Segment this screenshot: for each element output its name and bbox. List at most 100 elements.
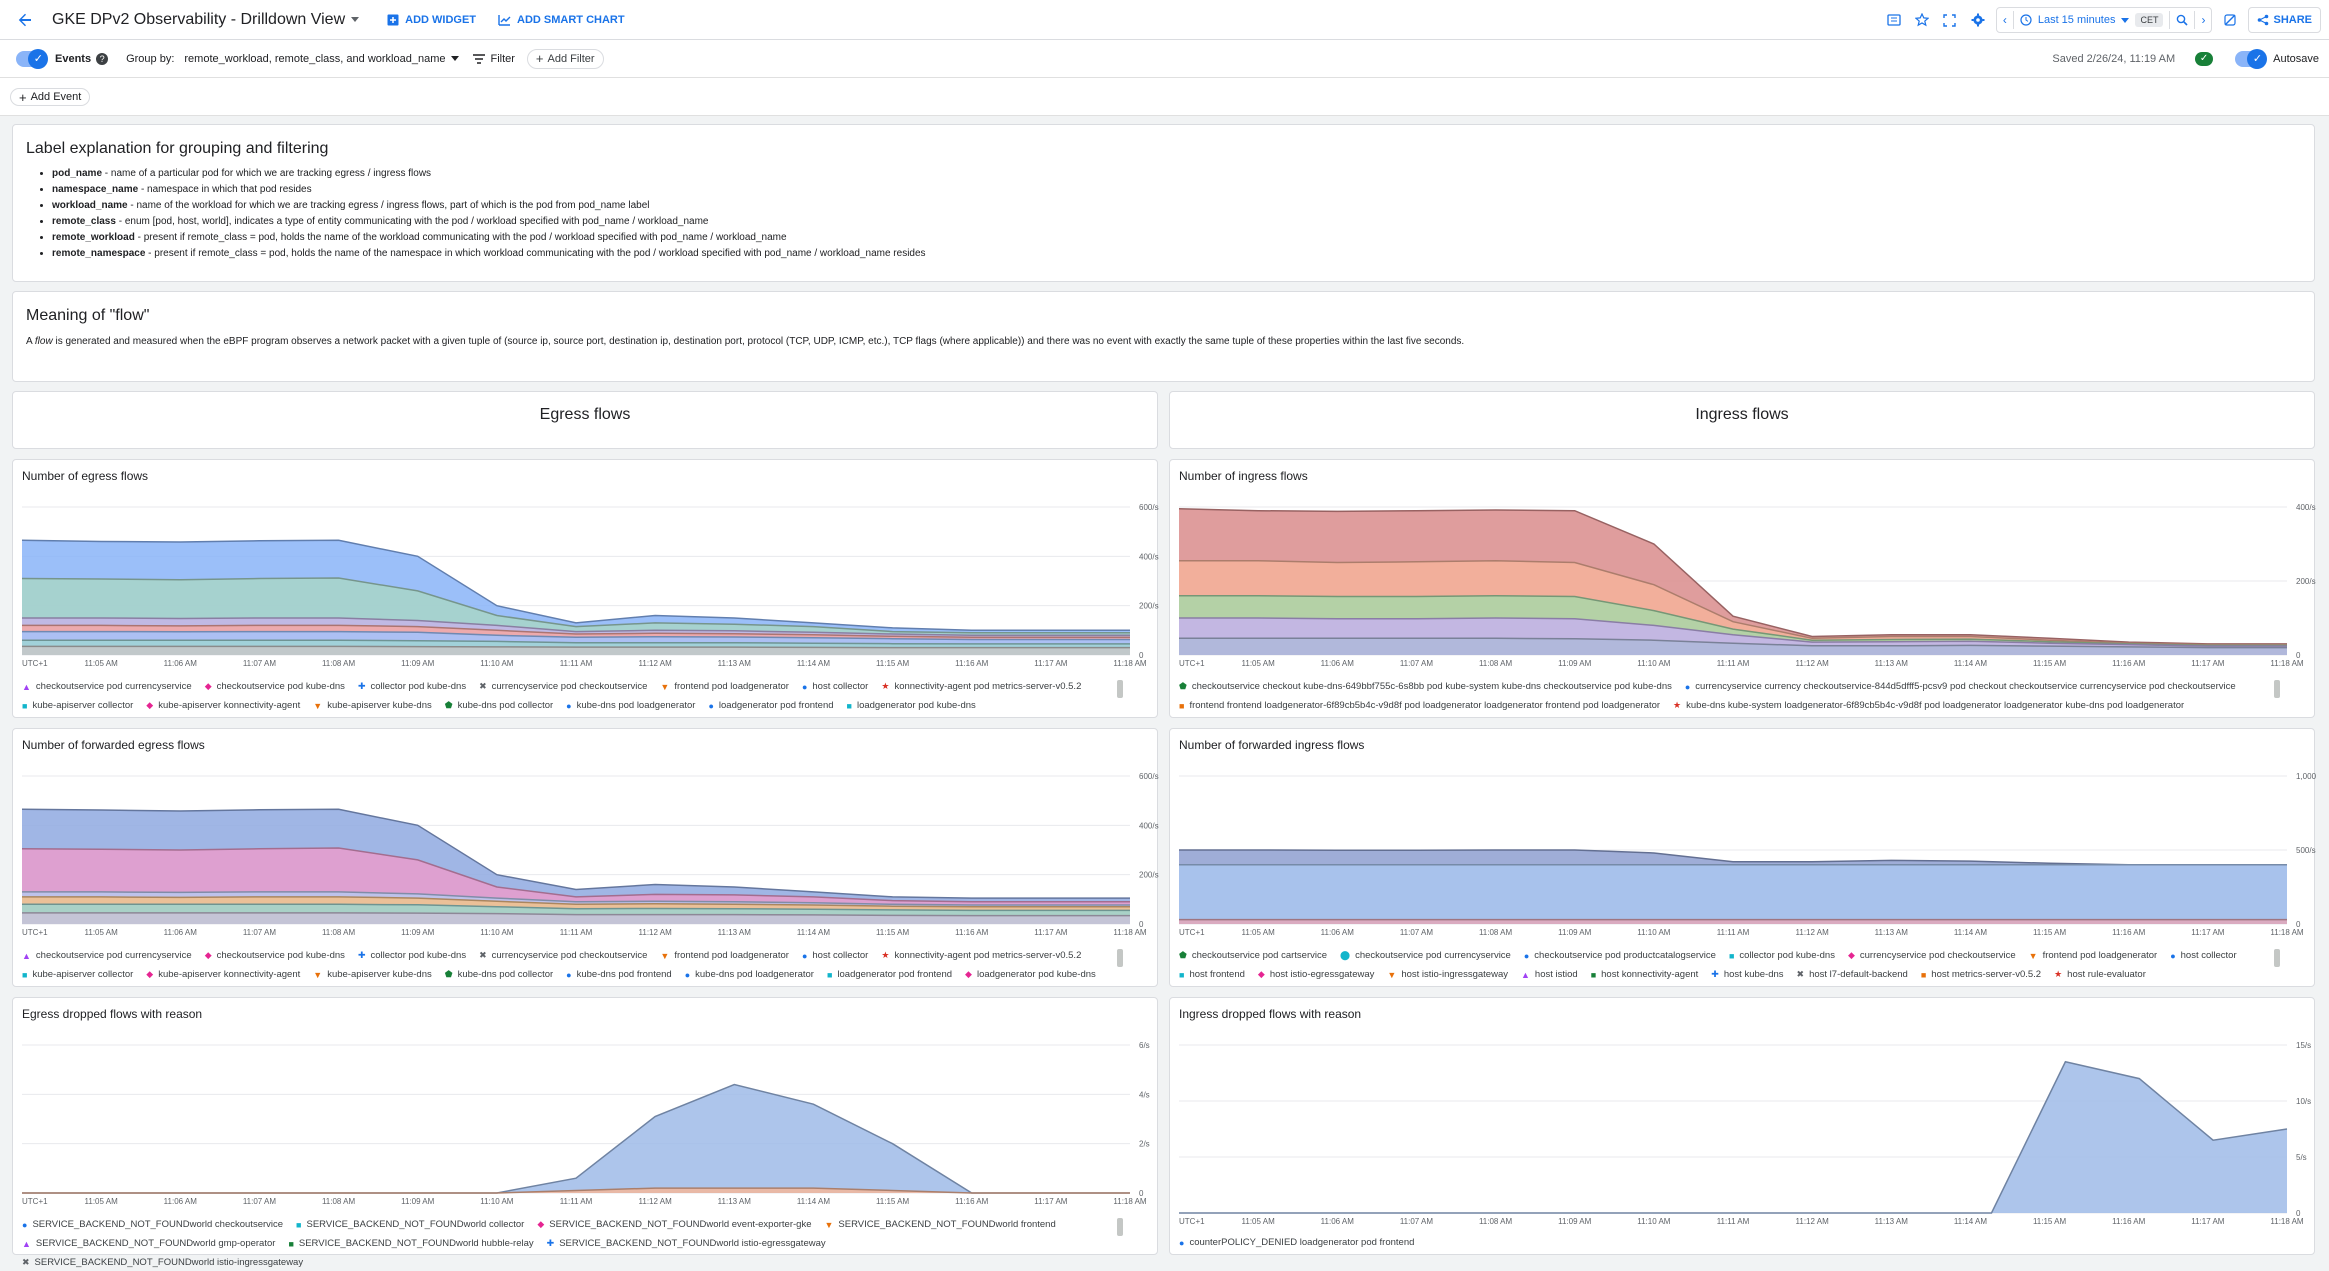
legend-item[interactable]: ▲ checkoutservice pod currencyservice	[22, 678, 192, 695]
legend-item[interactable]: ◆ kube-apiserver konnectivity-agent	[146, 697, 300, 714]
series-line[interactable]	[22, 624, 1130, 638]
legend-item[interactable]: ★ kube-dns kube-system loadgenerator-6f89…	[1673, 697, 2184, 714]
ingress-dropped-plot[interactable]: 15/s 10/s 5/s 0 UTC+1 11:05 AM 11:06 AM 11:07 A…	[1170, 1023, 2316, 1243]
egress-dropped-plot[interactable]: 6/s 4/s 2/s 0 UTC+1 11:05 AM 11:06 AM 11:07 AM 1…	[13, 1023, 1159, 1243]
chevron-left-icon[interactable]: ‹	[2002, 13, 2007, 27]
forwarded-egress-plot[interactable]: 600/s 400/s 200/s 0 UTC+1 11:05 AM 11:06 AM 11:…	[13, 754, 1159, 974]
legend-item[interactable]: ⬟ checkoutservice pod cartservice	[1179, 947, 1327, 964]
legend-item[interactable]: ▼ frontend pod loadgenerator	[660, 678, 789, 695]
series-area[interactable]	[1179, 864, 2287, 924]
series-line[interactable]	[22, 639, 1130, 645]
legend-item[interactable]: ✚ collector pod kube-dns	[358, 678, 466, 695]
legend-item[interactable]: ✖ currencyservice pod checkoutservice	[479, 678, 647, 695]
legend-item[interactable]: ■ kube-apiserver collector	[22, 697, 133, 714]
legend-item[interactable]: ▼ SERVICE_BACKEND_NOT_FOUNDworld frontend	[824, 1216, 1055, 1233]
series-line[interactable]	[21, 539, 1130, 632]
series-line[interactable]	[22, 912, 1130, 917]
series-line[interactable]	[1179, 637, 2287, 649]
share-button[interactable]: SHARE	[2248, 7, 2321, 33]
series-line[interactable]	[1179, 595, 2287, 647]
series-line[interactable]	[22, 630, 1130, 641]
series-line[interactable]	[1179, 1060, 2288, 1214]
zoom-search-icon[interactable]	[2176, 14, 2189, 26]
legend-item[interactable]: ■ kube-apiserver collector	[22, 966, 133, 983]
link-off-icon[interactable]	[2220, 10, 2240, 30]
legend-item[interactable]: ⬤ checkoutservice pod currencyservice	[1340, 947, 1511, 964]
series-area[interactable]	[22, 1084, 1130, 1194]
legend-item[interactable]: ■ host metrics-server-v0.5.2	[1921, 966, 2041, 983]
legend-item[interactable]: ● host collector	[802, 678, 868, 695]
add-smart-chart-button[interactable]: ADD SMART CHART	[498, 14, 625, 26]
legend-item[interactable]: ✖ host l7-default-backend	[1797, 966, 1908, 983]
series-area[interactable]	[1179, 919, 2287, 924]
forwarded-ingress-plot[interactable]: 1,000/s 500/s 0 UTC+1 11:05 AM 11:06 AM 11:07 …	[1170, 754, 2316, 974]
legend-item[interactable]: ● host collector	[2170, 947, 2236, 964]
legend-item[interactable]: ◆ checkoutservice pod kube-dns	[205, 947, 345, 964]
legend-scrollbar[interactable]	[1117, 680, 1123, 698]
legend-item[interactable]: ● kube-dns pod loadgenerator	[566, 697, 695, 714]
series-line[interactable]	[1178, 508, 2287, 645]
legend-item[interactable]: ★ konnectivity-agent pod metrics-server-v…	[881, 678, 1081, 695]
legend-item[interactable]: ■ frontend frontend loadgenerator-6f89cb5…	[1179, 697, 1660, 714]
add-filter-button[interactable]: + Add Filter	[526, 48, 604, 69]
add-widget-button[interactable]: ADD WIDGET	[387, 14, 476, 26]
series-line[interactable]	[21, 577, 1130, 634]
legend-item[interactable]: ● loadgenerator pod frontend	[708, 697, 833, 714]
series-line[interactable]	[22, 891, 1130, 906]
fullscreen-icon[interactable]	[1940, 10, 1960, 30]
legend-item[interactable]: ▲ SERVICE_BACKEND_NOT_FOUNDworld gmp-oper…	[22, 1235, 275, 1252]
legend-item[interactable]: ■ collector pod kube-dns	[1729, 947, 1835, 964]
help-icon[interactable]: ?	[96, 52, 109, 65]
legend-item[interactable]: ★ konnectivity-agent pod metrics-server-v…	[881, 947, 1081, 964]
legend-item[interactable]: ⬟ checkoutservice checkout kube-dns-649bb…	[1179, 678, 1672, 695]
legend-item[interactable]: ■ SERVICE_BACKEND_NOT_FOUNDworld hubble-r…	[288, 1235, 533, 1252]
star-icon[interactable]	[1912, 10, 1932, 30]
egress-flows-plot[interactable]: 600/s 400/s 200/s 0 UTC+1 11:05 AM 11:06 AM 11:…	[13, 485, 1159, 705]
legend-scrollbar[interactable]	[1117, 949, 1123, 967]
legend-item[interactable]: ● currencyservice currency checkoutservic…	[1685, 678, 2236, 695]
settings-gear-icon[interactable]	[1968, 10, 1988, 30]
group-by-dropdown-icon[interactable]	[451, 56, 460, 61]
series-line[interactable]	[22, 645, 1130, 649]
series-area[interactable]	[22, 646, 1130, 655]
legend-item[interactable]: ▼ kube-apiserver kube-dns	[313, 966, 431, 983]
legend-item[interactable]: ● kube-dns pod loadgenerator	[685, 966, 814, 983]
legend-item[interactable]: ◆ host istio-egressgateway	[1258, 966, 1374, 983]
ingress-flows-plot[interactable]: 400/s 200/s 0 UTC+1 11:05 AM 11:06 AM 11:07 AM…	[1170, 485, 2316, 705]
legend-item[interactable]: ▼ host istio-ingressgateway	[1387, 966, 1508, 983]
legend-item[interactable]: ◆ kube-apiserver konnectivity-agent	[146, 966, 300, 983]
legend-item[interactable]: ■ loadgenerator pod frontend	[827, 966, 952, 983]
legend-scrollbar[interactable]	[2274, 949, 2280, 967]
legend-item[interactable]: ■ host frontend	[1179, 966, 1245, 983]
series-line[interactable]	[22, 1083, 1130, 1194]
legend-item[interactable]: ✚ host kube-dns	[1711, 966, 1783, 983]
legend-item[interactable]: ● kube-dns pod frontend	[566, 966, 672, 983]
filter-button[interactable]: Filter	[473, 53, 515, 65]
legend-item[interactable]: ✚ collector pod kube-dns	[358, 947, 466, 964]
series-line[interactable]	[1179, 559, 2287, 646]
series-area[interactable]	[1179, 1061, 2287, 1213]
time-range-selector[interactable]: ‹ Last 15 minutes CET ›	[1995, 7, 2213, 33]
legend-item[interactable]: ✚ SERVICE_BACKEND_NOT_FOUNDworld istio-eg…	[547, 1235, 826, 1252]
legend-item[interactable]: ● host collector	[802, 947, 868, 964]
group-by-select[interactable]: remote_workload, remote_class, and workl…	[184, 52, 446, 65]
legend-item[interactable]: ◆ loadgenerator pod kube-dns	[965, 966, 1096, 983]
series-line[interactable]	[1179, 617, 2287, 647]
series-line[interactable]	[21, 808, 1130, 899]
title-dropdown-icon[interactable]	[351, 17, 360, 22]
legend-item[interactable]: ★ host rule-evaluator	[2054, 966, 2146, 983]
legend-scrollbar[interactable]	[1117, 1218, 1123, 1236]
legend-item[interactable]: ⬟ kube-dns pod collector	[445, 697, 553, 714]
timezone-badge[interactable]: CET	[2135, 13, 2164, 27]
legend-item[interactable]: ● counterPOLICY_DENIED loadgenerator pod …	[1179, 1234, 1414, 1251]
back-arrow-icon[interactable]	[14, 9, 36, 31]
legend-item[interactable]: ▲ host istiod	[1521, 966, 1578, 983]
legend-item[interactable]: ◆ currencyservice pod checkoutservice	[1848, 947, 2016, 964]
legend-item[interactable]: ■ host konnectivity-agent	[1591, 966, 1699, 983]
add-event-button[interactable]: + Add Event	[10, 88, 91, 106]
events-toggle[interactable]: ✓	[16, 48, 48, 69]
legend-item[interactable]: ● SERVICE_BACKEND_NOT_FOUNDworld checkout…	[22, 1216, 283, 1233]
legend-item[interactable]: ▼ kube-apiserver kube-dns	[313, 697, 431, 714]
legend-item[interactable]: ▼ frontend pod loadgenerator	[660, 947, 789, 964]
legend-item[interactable]: ■ SERVICE_BACKEND_NOT_FOUNDworld collecto…	[296, 1216, 524, 1233]
